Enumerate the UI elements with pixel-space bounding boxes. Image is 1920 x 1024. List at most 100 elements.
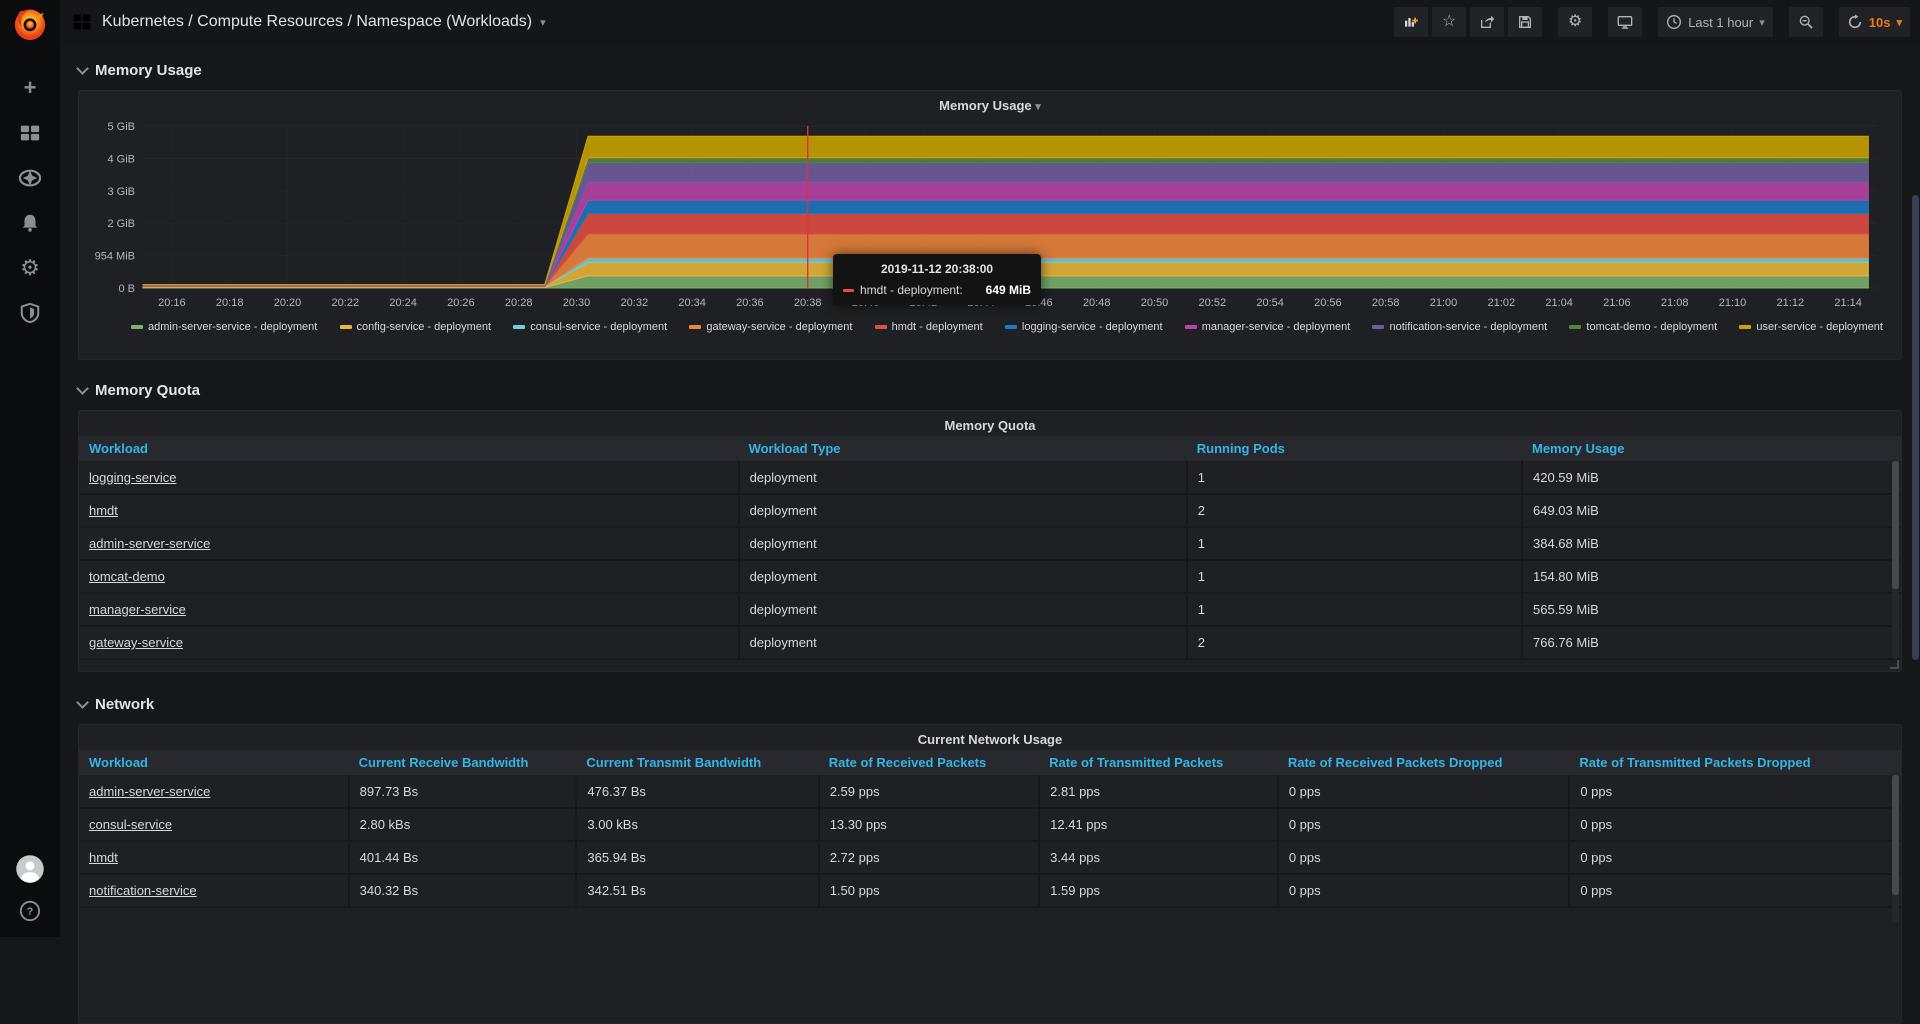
- table-scrollbar[interactable]: [1892, 773, 1899, 923]
- svg-text:20:34: 20:34: [678, 297, 706, 309]
- table-cell: admin-server-service: [79, 527, 739, 560]
- column-header[interactable]: Current Transmit Bandwidth: [576, 750, 818, 775]
- column-header[interactable]: Running Pods: [1187, 436, 1522, 461]
- alerting-bell-icon[interactable]: [18, 211, 42, 235]
- table-scrollbar[interactable]: [1892, 459, 1899, 659]
- dashboard-navbar: Kubernetes / Compute Resources / Namespa…: [60, 0, 1920, 44]
- add-panel-button[interactable]: [1394, 7, 1428, 37]
- grafana-logo-icon[interactable]: [10, 4, 50, 44]
- table-cell: 1: [1187, 560, 1522, 593]
- svg-text:20:16: 20:16: [158, 297, 186, 309]
- workload-link[interactable]: admin-server-service: [89, 784, 210, 799]
- user-avatar[interactable]: [14, 853, 46, 885]
- section-label: Memory Usage: [95, 62, 202, 79]
- column-header[interactable]: Rate of Received Packets Dropped: [1278, 750, 1570, 775]
- column-header[interactable]: Rate of Transmitted Packets: [1039, 750, 1278, 775]
- table-cell: 12.41 pps: [1039, 808, 1278, 841]
- table-cell: 897.73 Bs: [349, 775, 577, 808]
- table-cell: deployment: [739, 494, 1187, 527]
- dashboard-grid-icon[interactable]: [72, 12, 92, 32]
- workload-link[interactable]: admin-server-service: [89, 536, 210, 551]
- time-range-picker[interactable]: Last 1 hour ▾: [1658, 7, 1773, 37]
- workload-link[interactable]: notification-service: [89, 883, 197, 898]
- legend-item[interactable]: gateway-service - deployment: [689, 321, 852, 333]
- legend-color-dash: [1372, 325, 1384, 329]
- column-header[interactable]: Rate of Transmitted Packets Dropped: [1569, 750, 1901, 775]
- table-row: consul-service2.80 kBs3.00 kBs13.30 pps1…: [79, 808, 1901, 841]
- legend-item[interactable]: admin-server-service - deployment: [131, 321, 317, 333]
- workload-link[interactable]: hmdt: [89, 850, 118, 865]
- column-header[interactable]: Memory Usage: [1522, 436, 1901, 461]
- section-row-memory-quota[interactable]: Memory Quota: [78, 376, 1902, 404]
- workload-link[interactable]: tomcat-demo: [89, 569, 165, 584]
- dashboards-icon[interactable]: [18, 121, 42, 145]
- save-dashboard-button[interactable]: [1508, 7, 1542, 37]
- legend-label: hmdt - deployment: [892, 321, 983, 333]
- column-header[interactable]: Workload: [79, 750, 349, 775]
- star-dashboard-button[interactable]: ☆: [1432, 7, 1466, 37]
- column-header[interactable]: Workload Type: [739, 436, 1187, 461]
- dashboard-title-dropdown[interactable]: Kubernetes / Compute Resources / Namespa…: [102, 13, 546, 31]
- configuration-gear-icon[interactable]: ⚙: [18, 256, 42, 280]
- panel-resize-handle[interactable]: [1890, 660, 1899, 669]
- section-row-memory-usage[interactable]: Memory Usage: [78, 56, 1902, 84]
- table-cell: 0 pps: [1569, 841, 1901, 874]
- panel-title-memory-quota[interactable]: Memory Quota: [79, 411, 1901, 436]
- svg-text:20:36: 20:36: [736, 297, 764, 309]
- table-cell: 2.72 pps: [819, 841, 1039, 874]
- legend-item[interactable]: user-service - deployment: [1739, 321, 1883, 333]
- tooltip-series-label: hmdt - deployment:: [860, 283, 963, 297]
- cycle-view-mode-button[interactable]: [1608, 7, 1642, 37]
- server-admin-shield-icon[interactable]: [18, 301, 42, 325]
- svg-text:4 GiB: 4 GiB: [107, 153, 135, 165]
- refresh-interval-label: 10s: [1869, 15, 1891, 30]
- column-header[interactable]: Workload: [79, 436, 739, 461]
- legend-item[interactable]: consul-service - deployment: [513, 321, 667, 333]
- time-range-label: Last 1 hour: [1688, 15, 1753, 30]
- page-scrollbar-thumb[interactable]: [1912, 195, 1919, 660]
- legend-item[interactable]: hmdt - deployment: [875, 321, 983, 333]
- column-header[interactable]: Rate of Received Packets: [819, 750, 1039, 775]
- panel-title-memory-usage[interactable]: Memory Usage ▾: [85, 91, 1895, 116]
- column-header[interactable]: Current Receive Bandwidth: [349, 750, 577, 775]
- legend-item[interactable]: notification-service - deployment: [1372, 321, 1547, 333]
- network-panel: Current Network Usage WorkloadCurrent Re…: [78, 724, 1902, 1024]
- tooltip-value: 649 MiB: [986, 283, 1031, 297]
- svg-text:5 GiB: 5 GiB: [107, 121, 135, 133]
- table-cell: 154.80 MiB: [1522, 560, 1901, 593]
- add-panel-icon: [1403, 14, 1419, 30]
- legend-item[interactable]: logging-service - deployment: [1005, 321, 1163, 333]
- share-dashboard-button[interactable]: [1470, 7, 1504, 37]
- svg-text:2 GiB: 2 GiB: [107, 218, 135, 230]
- svg-text:20:54: 20:54: [1256, 297, 1284, 309]
- table-cell: 2.59 pps: [819, 775, 1039, 808]
- page-scrollbar[interactable]: [1912, 0, 1920, 937]
- legend-item[interactable]: manager-service - deployment: [1185, 321, 1351, 333]
- create-icon[interactable]: +: [18, 76, 42, 100]
- table-cell: 340.32 Bs: [349, 874, 577, 907]
- table-cell: 0 pps: [1278, 874, 1570, 907]
- table-cell: 365.94 Bs: [576, 841, 818, 874]
- legend-label: consul-service - deployment: [530, 321, 667, 333]
- side-menu: + ⚙ ?: [0, 0, 60, 937]
- legend-item[interactable]: config-service - deployment: [340, 321, 492, 333]
- explore-icon[interactable]: [18, 166, 42, 190]
- workload-link[interactable]: logging-service: [89, 470, 176, 485]
- legend-label: notification-service - deployment: [1389, 321, 1547, 333]
- svg-text:20:38: 20:38: [794, 297, 822, 309]
- workload-link[interactable]: hmdt: [89, 503, 118, 518]
- gear-icon: ⚙: [1568, 14, 1582, 30]
- svg-text:20:22: 20:22: [332, 297, 360, 309]
- workload-link[interactable]: consul-service: [89, 817, 172, 832]
- section-row-network[interactable]: Network: [78, 690, 1902, 718]
- help-icon[interactable]: ?: [18, 899, 42, 923]
- workload-link[interactable]: gateway-service: [89, 635, 183, 650]
- workload-link[interactable]: manager-service: [89, 602, 186, 617]
- refresh-picker[interactable]: 10s ▾: [1839, 7, 1910, 37]
- legend-item[interactable]: tomcat-demo - deployment: [1569, 321, 1717, 333]
- zoom-out-time-button[interactable]: [1789, 7, 1823, 37]
- dashboard-settings-button[interactable]: ⚙: [1558, 7, 1592, 37]
- table-cell: notification-service: [79, 874, 349, 907]
- svg-text:20:30: 20:30: [563, 297, 591, 309]
- panel-title-network[interactable]: Current Network Usage: [79, 725, 1901, 750]
